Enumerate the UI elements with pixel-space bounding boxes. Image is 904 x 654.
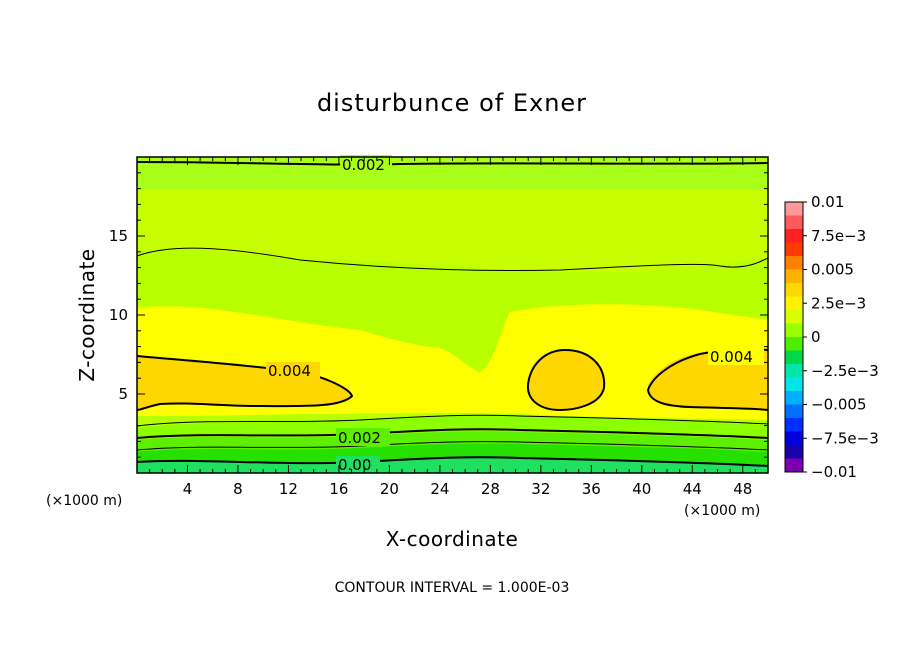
x-axis-ticks: 4 8 12 16 20 24 28 32 36 40 44 48 <box>149 157 756 498</box>
x-tick-label: 48 <box>733 480 752 498</box>
x-tick-label: 24 <box>430 480 449 498</box>
x-tick-label: 32 <box>531 480 550 498</box>
y-axis-label: Z-coordinate <box>75 248 99 381</box>
y-tick-label: 15 <box>109 227 128 245</box>
colorbar-labels: 0.01 7.5e−3 0.005 2.5e−3 0 −2.5e−3 −0.005 −7.5e… <box>803 193 879 481</box>
contour-line-0004-center <box>526 348 606 412</box>
y-axis-ticks: 5 10 15 <box>109 172 768 458</box>
colorbar <box>784 201 804 473</box>
x-tick-label: 16 <box>329 480 348 498</box>
colorbar-label: 0.01 <box>811 193 844 211</box>
contour-interval-text: CONTOUR INTERVAL = 1.000E-03 <box>335 580 570 596</box>
x-tick-label: 40 <box>632 480 651 498</box>
colorbar-segment <box>785 283 803 297</box>
x-unit-label-left: (×1000 m) <box>46 493 122 509</box>
colorbar-segment <box>785 458 803 473</box>
colorbar-label: −7.5e−3 <box>811 429 879 447</box>
colorbar-label: 2.5e−3 <box>811 294 866 312</box>
colorbar-segment <box>785 256 803 270</box>
contour-line-low-1 <box>137 414 768 427</box>
colorbar-segment <box>785 229 803 243</box>
colorbar-label: −0.01 <box>811 463 857 481</box>
colorbar-segment <box>785 418 803 432</box>
colorbar-segment <box>785 364 803 378</box>
colorbar-segment <box>785 431 803 446</box>
colorbar-label: −0.005 <box>811 396 867 414</box>
colorbar-segment <box>785 391 803 405</box>
fill-band-upper <box>137 190 768 273</box>
colorbar-segment <box>785 202 803 216</box>
colorbar-label: 0 <box>811 328 821 346</box>
colorbar-segment <box>785 296 803 311</box>
fill-band-max-center <box>527 350 605 410</box>
contour-label-low: 0.002 <box>338 429 381 447</box>
colorbar-segment <box>785 215 803 230</box>
colorbar-segment <box>785 310 803 324</box>
colorbar-segment <box>785 323 803 338</box>
x-axis-label: X-coordinate <box>386 527 519 551</box>
contour-line-0004-left <box>137 355 354 411</box>
fill-band-max-left <box>137 356 352 410</box>
colorbar-segment <box>785 377 803 392</box>
x-tick-label: 28 <box>481 480 500 498</box>
colorbar-label: −2.5e−3 <box>811 362 879 380</box>
colorbar-segment <box>785 337 803 351</box>
contour-line-0002-low <box>137 428 768 439</box>
contour-labels: 0.002 0.004 0.004 0.002 0.00 <box>266 155 764 474</box>
contour-line-low-2 <box>137 441 768 451</box>
y-tick-label: 5 <box>118 385 128 403</box>
contour-label-right: 0.004 <box>710 348 753 366</box>
colorbar-label: 7.5e−3 <box>811 227 866 245</box>
contour-line-0003 <box>137 247 768 272</box>
contour-label-top: 0.002 <box>342 156 385 174</box>
contour-label-left: 0.004 <box>268 362 311 380</box>
x-tick-label: 36 <box>582 480 601 498</box>
contour-line-0002-top <box>137 161 768 166</box>
x-tick-label: 4 <box>183 480 193 498</box>
contour-field <box>137 157 768 473</box>
colorbar-segment <box>785 242 803 257</box>
x-tick-label: 8 <box>233 480 243 498</box>
contour-label-zero: 0.00 <box>338 456 371 474</box>
x-tick-label: 12 <box>279 480 298 498</box>
y-tick-label: 10 <box>109 306 128 324</box>
contour-line-0000 <box>137 456 768 467</box>
colorbar-label: 0.005 <box>811 261 854 279</box>
colorbar-segment <box>785 445 803 459</box>
x-tick-label: 44 <box>683 480 702 498</box>
x-tick-label: 20 <box>380 480 399 498</box>
chart-title: disturbunce of Exner <box>317 89 587 117</box>
x-unit-label-right: (×1000 m) <box>684 503 760 519</box>
colorbar-segment <box>785 404 803 419</box>
colorbar-segment <box>785 269 803 284</box>
colorbar-segment <box>785 350 803 365</box>
